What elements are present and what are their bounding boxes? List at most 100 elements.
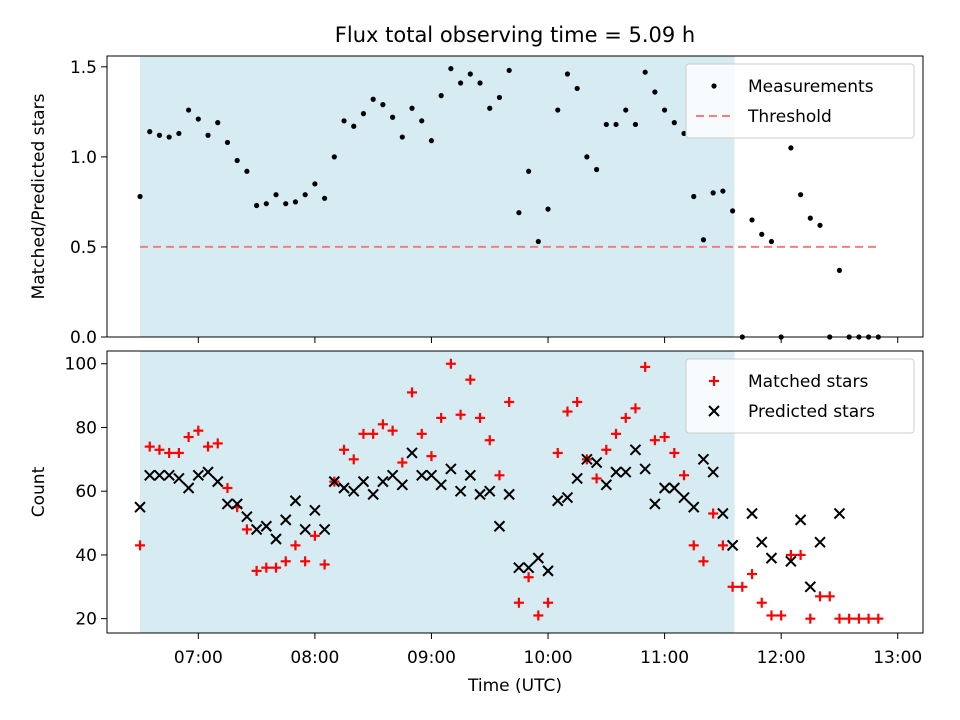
predicted-star-point [785,555,797,568]
matched-star-point [183,432,194,443]
measurement-point [807,215,813,221]
matched-star-point [591,473,602,484]
measurement-point [360,111,367,117]
matched-star-point [309,530,320,541]
matched-star-point [727,581,738,592]
matched-star-point [164,447,175,458]
predicted-star-point [377,475,389,488]
matched-star-point [358,428,369,439]
bottom-shaded-interval [140,351,735,633]
matched-star-point [339,444,350,455]
predicted-star-point [435,479,447,491]
measurement-point [555,107,561,113]
y-tick-label: 0.5 [70,238,97,258]
predicted-star-point [348,485,360,497]
predicted-star-point [144,469,156,481]
legend-label: Measurements [748,77,874,97]
predicted-star-point [231,498,243,510]
predicted-star-point [552,495,564,507]
matched-star-point [300,556,311,567]
matched-star-point [222,483,233,494]
predicted-star-point [425,469,438,481]
matched-star-point [853,613,864,624]
legend-box [685,63,915,139]
measurement-point [700,237,707,243]
predicted-star-point [454,485,467,497]
predicted-star-point [717,507,729,520]
measurement-point [244,168,250,174]
predicted-star-point [629,444,642,456]
matched-star-point [504,396,515,407]
matched-star-point [776,610,787,621]
matched-star-point [377,419,388,430]
matched-star-point [747,569,758,580]
top-y-ticks: 0.0 0.5 1.0 1.5 [70,58,107,348]
measurement-point [574,85,580,92]
matched-star-point [271,562,282,573]
measurement-point [603,121,609,128]
predicted-star-point [620,466,632,478]
predicted-star-point [493,520,506,532]
measurement-point [312,181,318,187]
bottom-x-ticks: 07:00 08:00 09:00 10:00 11:00 12:00 13:00 [174,633,922,668]
predicted-star-point [250,523,263,536]
predicted-star-point [513,561,525,574]
measurement-point [642,69,648,75]
bottom-y-axis-label: Count [29,466,49,517]
legend-item: Measurements [711,77,874,97]
predicted-star-point [658,482,671,494]
matched-star-point [251,565,262,576]
matched-star-point [669,447,680,458]
matched-star-point [523,572,534,583]
top-x-ticks [197,337,899,343]
legend-marker [709,376,719,386]
legend-marker [708,405,720,417]
measurement-point [545,206,551,212]
predicted-star-point [396,479,409,491]
predicted-star-point [464,469,477,481]
predicted-star-point [270,533,282,545]
predicted-star-point [202,466,214,478]
measurement-point [419,118,425,124]
predicted-star-point [182,482,195,494]
measurement-point [254,202,260,209]
measurement-point [613,121,619,128]
y-tick-label: 100 [65,355,97,375]
predicted-star-point [581,453,593,466]
legend-box [685,358,915,434]
matched-star-point [144,441,155,452]
bottom-plot-content [134,358,884,624]
matched-star-point [445,358,456,369]
predicted-star-point [804,581,817,593]
predicted-star-point [668,482,681,494]
bottom-axes-frame [106,350,924,634]
legend-label: Predicted stars [748,402,875,422]
matched-star-point [834,613,845,624]
legend-label: Threshold [747,107,832,127]
matched-star-point [659,432,670,443]
predicted-star-point [416,469,428,481]
matched-star-point [397,457,408,468]
matched-star-point [562,406,573,417]
legend-item: Threshold [696,107,832,127]
measurement-point [302,192,308,198]
measurement-point [399,134,405,140]
matched-star-point [844,613,855,624]
predicted-star-point [386,469,399,481]
matched-star-point [465,374,476,385]
x-tick-label: 09:00 [407,648,456,668]
measurement-point [215,120,221,126]
measurement-point [836,267,843,273]
predicted-star-point [309,504,321,517]
measurement-point [496,94,503,101]
measurement-point [720,188,726,194]
matched-star-point [261,562,272,573]
predicted-star-point [833,507,846,520]
predicted-star-point [328,475,341,488]
matched-star-point [649,435,660,446]
measurement-point [147,129,153,135]
predicted-star-point [639,463,651,475]
measurement-point [428,138,435,144]
predicted-star-point [794,514,807,526]
legend-item: Predicted stars [708,402,875,422]
